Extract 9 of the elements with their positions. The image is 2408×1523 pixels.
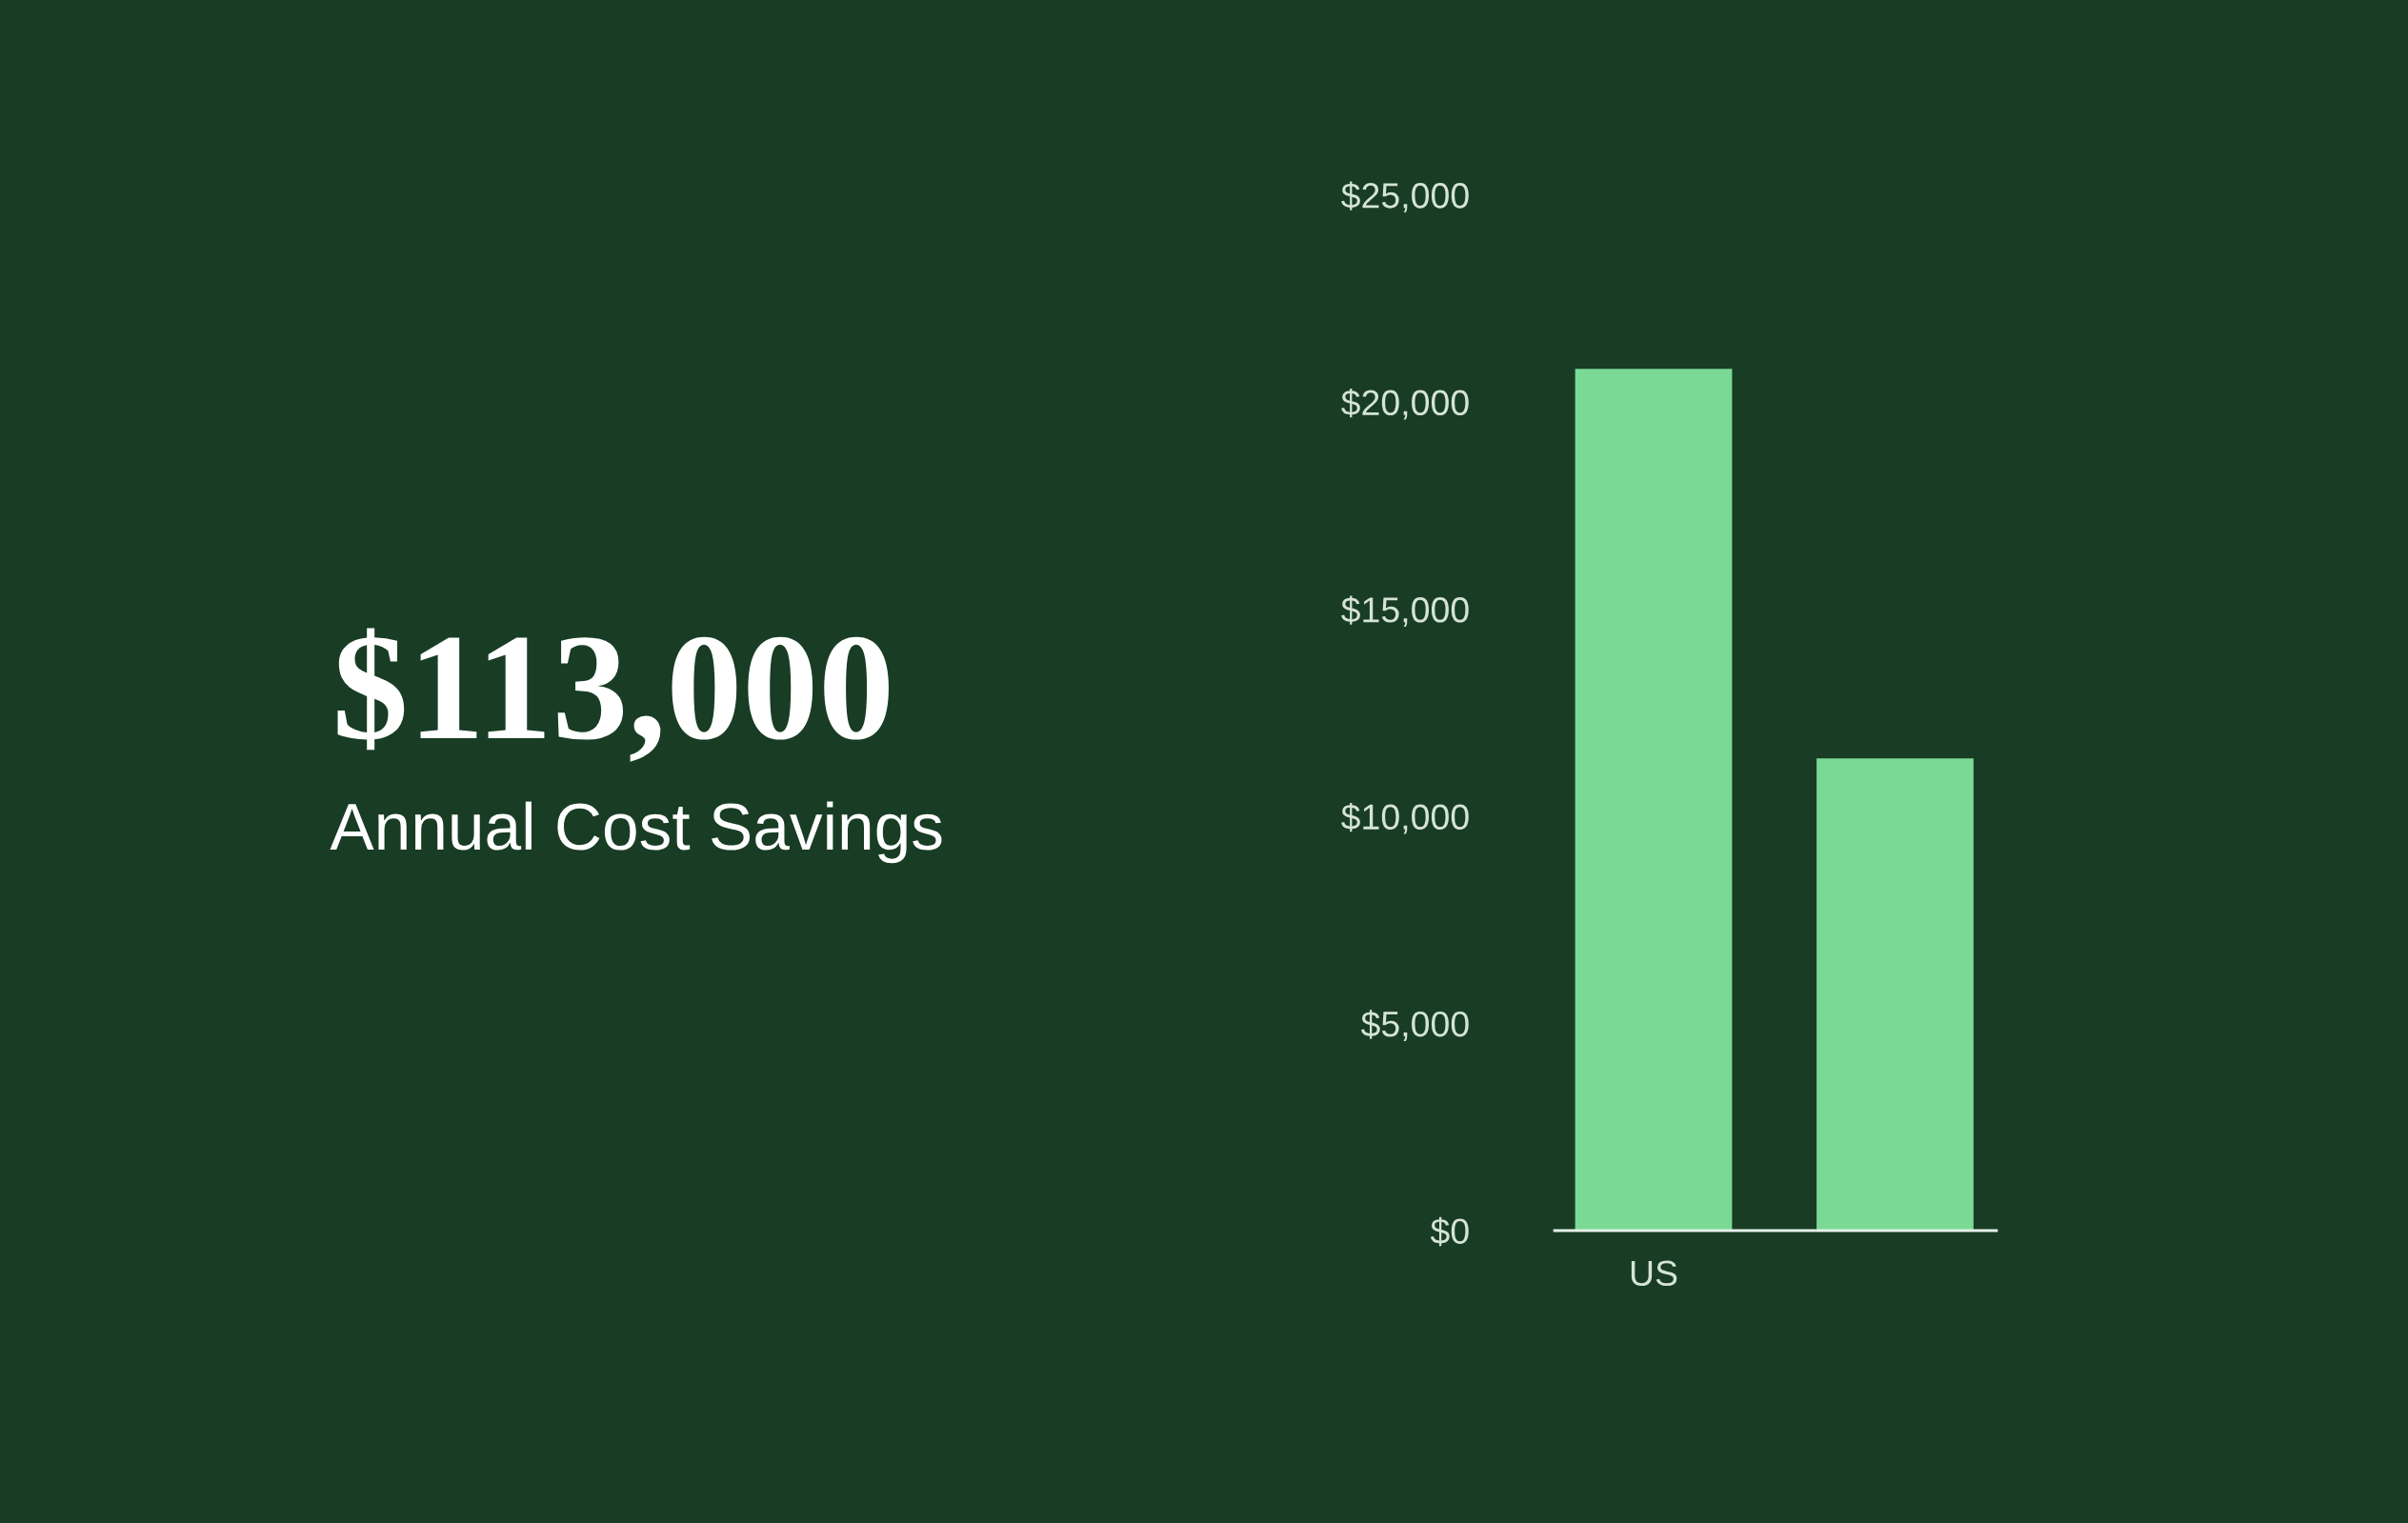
y-tick-label: $25,000 xyxy=(1341,181,1469,213)
y-tick-label: $10,000 xyxy=(1341,802,1469,834)
text: Annual Cost Savings xyxy=(330,801,942,864)
text: $113,000 xyxy=(337,628,889,762)
y-tick-label: $15,000 xyxy=(1341,595,1469,627)
y-tick-label: $20,000 xyxy=(1341,388,1469,420)
y-tick-label: $5,000 xyxy=(1360,1010,1469,1041)
x-tick-label: US xyxy=(1631,1260,1677,1287)
y-tick-label: $0 xyxy=(1430,1216,1469,1247)
